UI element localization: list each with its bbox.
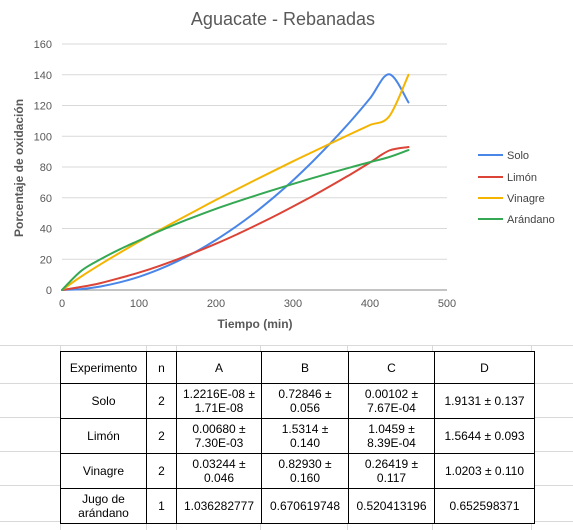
cell-d: 0.652598371 [434,488,535,524]
cell-experimento-line1: Jugo de [82,492,125,506]
legend-label: Vinagre [507,193,545,205]
cell-experimento: Limón [60,418,147,454]
cell-a-value: 0.03244 ± [192,457,246,471]
cell-d: 1.0203 ± 0.110 [434,453,535,489]
cell-c-value: 0.00102 ± [364,387,419,401]
cell-b-error: 0.140 [289,436,321,450]
cell-a-error: 7.30E-03 [194,436,244,450]
cell-experimento: Solo [60,383,147,419]
y-tick-label: 60 [40,193,52,205]
cell-b-value: 0.82930 ± [278,457,332,471]
series-line-arándano [61,149,410,291]
x-tick-label: 300 [284,298,302,310]
y-tick-label: 0 [46,285,52,297]
legend-label: Limón [507,172,537,184]
results-table: Experimento n A B C D Solo 2 1.2216E-08 … [60,351,535,524]
cell-n: 1 [146,488,177,524]
cell-d: 1.5644 ± 0.093 [434,418,535,454]
x-tick-label: 400 [361,298,379,310]
chart-area: Aguacate - Rebanadas 0 20 40 60 80 100 120 140 1… [12,9,555,331]
header-b: B [261,351,349,384]
cell-b-value: 0.72846 ± [278,387,332,401]
header-a: A [176,351,262,384]
line-chart: Aguacate - Rebanadas 0 20 40 60 80 100 120 140 1… [12,9,555,331]
y-tick-label: 160 [34,39,52,51]
y-tick-label: 80 [40,162,52,174]
header-experimento: Experimento [60,351,147,384]
cell-a-error: 0.046 [203,471,235,485]
cell-experimento: Jugo de arándano [60,488,147,524]
x-tick-label: 500 [438,298,456,310]
cell-n: 2 [146,418,177,454]
cell-a: 1.2216E-08 ±1.71E-08 [176,383,262,419]
cell-c-error: 8.39E-04 [367,436,416,450]
cell-a: 0.03244 ±0.046 [176,453,262,489]
x-tick-label: 100 [130,298,148,310]
cell-c-value: 0.26419 ± [364,457,419,471]
cell-c: 0.520413196 [348,488,435,524]
y-tick-label: 100 [34,131,52,143]
cell-c: 1.0459 ±8.39E-04 [348,418,435,454]
chart-title: Aguacate - Rebanadas [191,9,375,29]
header-d: D [434,351,535,384]
cell-d: 1.9131 ± 0.137 [434,383,535,419]
cell-n: 2 [146,383,177,419]
cell-a-error: 1.71E-08 [194,401,244,415]
cell-b-error: 0.160 [289,471,321,485]
table-header-row: Experimento n A B C D [60,351,535,384]
x-axis-label: Tiempo (min) [217,317,292,331]
legend-label: Arándano [507,214,555,226]
table-row: Vinagre 2 0.03244 ±0.046 0.82930 ±0.160 … [60,453,535,489]
y-axis-label: Porcentaje de oxidación [12,99,26,237]
cell-a-value: 1.2216E-08 ± [183,387,255,401]
series-line-solo [61,73,410,291]
y-tick-label: 20 [40,254,52,266]
series-line-vinagre [61,73,410,291]
table-row: Solo 2 1.2216E-08 ±1.71E-08 0.72846 ±0.0… [60,383,535,419]
cell-b: 0.670619748 [261,488,349,524]
series-line-limón [61,146,410,291]
cell-c-error: 0.117 [376,471,407,485]
cell-b: 0.72846 ±0.056 [261,383,349,419]
cell-c-error: 7.67E-04 [367,401,416,415]
cell-n: 2 [146,453,177,489]
cell-b: 1.5314 ±0.140 [261,418,349,454]
x-tick-label: 200 [207,298,225,310]
cell-b: 0.82930 ±0.160 [261,453,349,489]
table-row: Limón 2 0.00680 ±7.30E-03 1.5314 ±0.140 … [60,418,535,454]
legend-label: Solo [507,150,529,162]
cell-c-value: 1.0459 ± [368,422,415,436]
header-c: C [348,351,435,384]
y-tick-label: 140 [34,70,52,82]
x-tick-label: 0 [59,298,65,310]
cell-b-value: 1.5314 ± [281,422,329,436]
y-tick-label: 40 [40,224,52,236]
y-tick-label: 120 [34,101,52,113]
cell-experimento-line2: arándano [78,506,129,520]
cell-b-error: 0.056 [289,401,321,415]
cell-a: 1.036282777 [176,488,262,524]
cell-a-value: 0.00680 ± [192,422,246,436]
cell-a: 0.00680 ±7.30E-03 [176,418,262,454]
table-row: Jugo de arándano 1 1.036282777 0.67061974… [60,488,535,524]
cell-experimento: Vinagre [60,453,147,489]
header-n: n [146,351,177,384]
cell-c: 0.00102 ±7.67E-04 [348,383,435,419]
cell-c: 0.26419 ±0.117 [348,453,435,489]
